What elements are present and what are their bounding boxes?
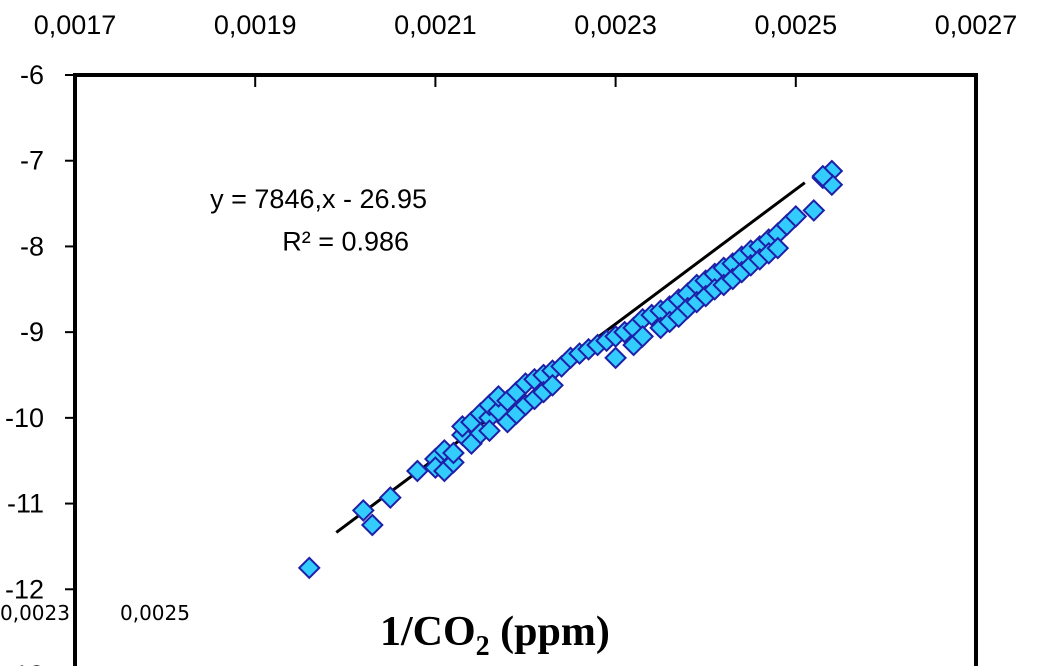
x-tick-label: 0,0025 — [755, 10, 838, 40]
y-tick-label: -10 — [5, 403, 44, 433]
data-point — [297, 556, 321, 580]
data-point — [442, 441, 465, 465]
y-tick-label: -7 — [20, 146, 44, 176]
x-axis-title-main: 1/CO — [380, 609, 476, 655]
x-tick-label: 0,0021 — [394, 10, 477, 40]
data-points — [297, 159, 844, 580]
plot-area — [73, 73, 978, 666]
x-axis: 0,0017 0,0019 0,0021 0,0023 0,0025 0,0027 — [34, 10, 1018, 87]
data-point — [811, 164, 835, 188]
data-point — [766, 236, 790, 260]
data-point — [351, 499, 375, 522]
data-point — [631, 325, 655, 348]
x-tick-label: 0,0023 — [574, 10, 657, 40]
x-tick-label: 0,0027 — [935, 10, 1018, 40]
x-axis-title-unit: (ppm) — [490, 609, 610, 655]
stray-tick-label-1: 0,0023 — [0, 601, 70, 625]
x-axis-title: 1/CO2 (ppm) — [380, 609, 610, 662]
y-axis: -6 -7 -8 -9 -10 -11 -12 -13 — [5, 60, 75, 666]
data-point — [541, 373, 564, 397]
x-tick-label: 0,0019 — [214, 10, 297, 40]
y-tick-label: -12 — [5, 574, 44, 604]
data-point — [604, 346, 628, 370]
data-point — [378, 486, 402, 509]
data-point — [802, 199, 826, 222]
y-tick-label: -8 — [20, 231, 44, 261]
data-point — [360, 513, 384, 537]
data-point — [784, 205, 808, 228]
data-point — [478, 419, 501, 443]
equation-annotation: y = 7846,x - 26.95 — [210, 184, 427, 214]
y-tick-label: -6 — [20, 60, 44, 90]
r-squared-annotation: R² = 0.986 — [282, 227, 409, 257]
y-tick-label: -13 — [5, 660, 44, 666]
y-tick-label: -11 — [7, 489, 44, 519]
stray-tick-label-2: 0,0025 — [120, 601, 190, 625]
data-point — [405, 459, 429, 483]
x-tick-label: 0,0017 — [34, 10, 117, 40]
y-tick-label: -9 — [20, 317, 44, 347]
x-axis-title-subscript: 2 — [476, 631, 490, 662]
